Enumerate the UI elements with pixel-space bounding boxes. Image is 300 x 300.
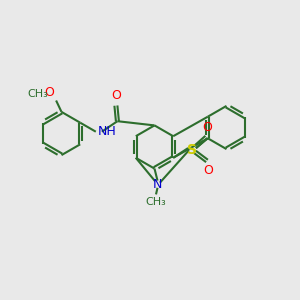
- Text: O: O: [44, 86, 54, 99]
- Text: O: O: [111, 89, 121, 102]
- Text: CH₃: CH₃: [27, 89, 48, 99]
- Text: CH₃: CH₃: [146, 197, 167, 207]
- Text: S: S: [187, 142, 197, 157]
- Text: NH: NH: [97, 125, 116, 138]
- Text: N: N: [153, 178, 162, 191]
- Text: O: O: [203, 121, 212, 134]
- Text: O: O: [203, 164, 213, 177]
